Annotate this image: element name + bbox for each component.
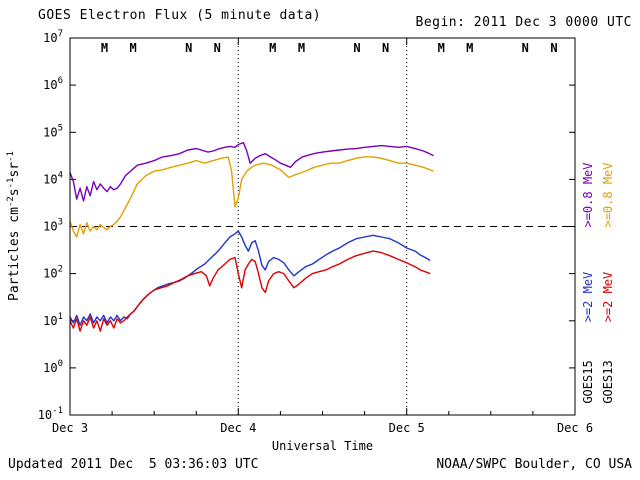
x-tick-label: Dec 3 — [52, 421, 88, 435]
noon-midnight-marker: M — [298, 41, 305, 55]
updated-timestamp: Updated 2011 Dec 5 03:36:03 UTC — [8, 457, 259, 472]
noon-midnight-marker: M — [438, 41, 445, 55]
begin-label: Begin: 2011 Dec 3 0000 UTC — [415, 15, 632, 30]
noon-midnight-marker: N — [522, 41, 529, 55]
noon-midnight-marker: M — [101, 41, 108, 55]
x-tick-label: Dec 4 — [220, 421, 256, 435]
plot-frame — [69, 37, 576, 416]
noon-midnight-marker: N — [382, 41, 389, 55]
y-tick-label: 106 — [43, 76, 63, 92]
y-tick-label: 104 — [43, 170, 63, 186]
x-tick-label: Dec 6 — [557, 421, 593, 435]
series-goes13-2-mev — [69, 250, 431, 332]
series-goes15-2-mev — [69, 230, 431, 326]
noon-midnight-marker: M — [269, 41, 276, 55]
x-tick-label: Dec 5 — [389, 421, 425, 435]
noon-midnight-marker: N — [214, 41, 221, 55]
y-axis-label: Particles cm-2s-1sr-1 — [5, 151, 23, 301]
noon-midnight-marker: N — [353, 41, 360, 55]
legend-label-goes15: GOES15 — [581, 360, 595, 404]
series-goes15-0.8-mev — [69, 141, 434, 202]
legend-label-goes13: GOES13 — [601, 360, 615, 404]
series-goes13-0.8-mev — [69, 156, 434, 238]
legend-label--2-mev: >=2 MeV — [601, 271, 615, 323]
y-tick-label: 107 — [43, 29, 63, 45]
noon-midnight-marker: N — [550, 41, 557, 55]
noon-midnight-marker: M — [129, 41, 136, 55]
y-tick-label: 101 — [43, 312, 63, 328]
legend-label--2-mev: >=2 MeV — [581, 271, 595, 323]
y-tick-label: 10-1 — [38, 406, 63, 422]
source-credit: NOAA/SWPC Boulder, CO USA — [436, 457, 632, 472]
noon-midnight-marker: M — [466, 41, 473, 55]
legend-label--0.8-mev: >=0.8 MeV — [601, 162, 615, 228]
noon-midnight-marker: N — [185, 41, 192, 55]
page-title: GOES Electron Flux (5 minute data) — [38, 8, 322, 23]
y-tick-label: 105 — [43, 123, 63, 139]
y-tick-label: 100 — [43, 359, 63, 375]
y-tick-label: 102 — [43, 265, 63, 281]
legend-label--0.8-mev: >=0.8 MeV — [581, 162, 595, 228]
x-axis-label: Universal Time — [271, 439, 374, 453]
y-tick-label: 103 — [43, 218, 63, 234]
